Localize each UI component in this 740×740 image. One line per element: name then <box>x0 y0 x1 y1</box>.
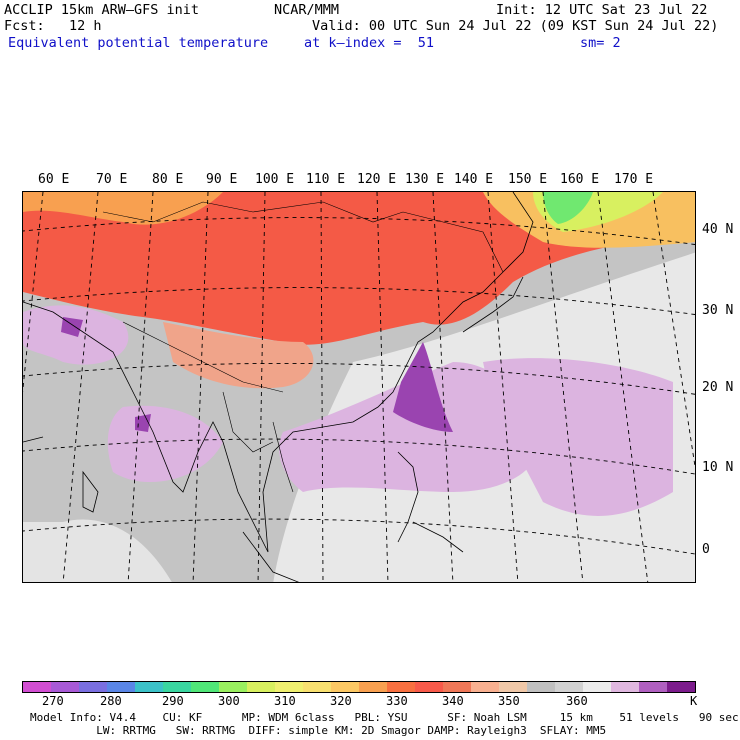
lavender-region-pacific <box>483 358 673 516</box>
lat-label: 40 N <box>702 222 734 237</box>
org-label: NCAR/MMM <box>274 2 340 18</box>
forecast-hour: Fcst: 12 h <box>4 18 102 34</box>
colorbar <box>22 681 696 693</box>
colorbar-swatch <box>583 682 611 692</box>
model-info: Model Info: V4.4 CU: KF MP: WDM 6class P… <box>30 711 739 724</box>
orange-north-west <box>23 192 223 225</box>
lat-label: 20 N <box>702 380 734 395</box>
colorbar-swatch <box>555 682 583 692</box>
smoothing: sm= 2 <box>580 35 621 51</box>
colorbar-swatch <box>303 682 331 692</box>
colorbar-label: 330 <box>386 694 408 708</box>
colorbar-label: 280 <box>100 694 122 708</box>
lon-label: 130 E <box>405 172 445 187</box>
map-panel <box>22 191 696 583</box>
model-level: at k–index = 51 <box>304 35 435 51</box>
lon-label: 120 E <box>357 172 397 187</box>
colorbar-label: 320 <box>330 694 352 708</box>
colorbar-label: 300 <box>218 694 240 708</box>
valid-time: Valid: 00 UTC Sun 24 Jul 22 (09 KST Sun … <box>312 18 719 34</box>
colorbar-swatch <box>331 682 359 692</box>
colorbar-label: K <box>690 694 698 708</box>
colorbar-swatch <box>107 682 135 692</box>
colorbar-swatch <box>79 682 107 692</box>
green-north <box>543 192 593 224</box>
purple-maximum <box>393 342 453 432</box>
lon-label: 70 E <box>96 172 128 187</box>
lon-label: 80 E <box>152 172 184 187</box>
colorbar-label: 270 <box>42 694 64 708</box>
colorbar-swatch <box>471 682 499 692</box>
colorbar-swatch <box>275 682 303 692</box>
model-title: ACCLIP 15km ARW–GFS init <box>4 2 200 18</box>
lon-label: 110 E <box>306 172 346 187</box>
colorbar-swatch <box>415 682 443 692</box>
colorbar-swatch <box>639 682 667 692</box>
lon-label: 100 E <box>255 172 295 187</box>
colorbar-swatch <box>359 682 387 692</box>
lavender-region-east <box>279 362 543 492</box>
colorbar-swatch <box>443 682 471 692</box>
lon-label: 60 E <box>38 172 70 187</box>
country-borders <box>102 201 504 493</box>
colorbar-swatch <box>191 682 219 692</box>
colorbar-swatch <box>667 682 695 692</box>
lon-label: 150 E <box>508 172 548 187</box>
coastlines <box>23 192 534 582</box>
lat-label: 10 N <box>702 460 734 475</box>
colorbar-swatch <box>387 682 415 692</box>
lat-label: 30 N <box>702 303 734 318</box>
indian-ocean-light <box>23 519 172 582</box>
lon-label: 170 E <box>614 172 654 187</box>
colorbar-swatch <box>135 682 163 692</box>
colorbar-swatch <box>23 682 51 692</box>
colorbar-swatch <box>219 682 247 692</box>
lon-label: 90 E <box>206 172 238 187</box>
colorbar-label: 340 <box>442 694 464 708</box>
purple-spot-west <box>61 317 83 337</box>
colorbar-swatch <box>527 682 555 692</box>
field-name: Equivalent potential temperature <box>8 35 269 51</box>
colorbar-swatch <box>499 682 527 692</box>
colorbar-swatch <box>247 682 275 692</box>
lon-label: 140 E <box>454 172 494 187</box>
colorbar-label: 350 <box>498 694 520 708</box>
init-time: Init: 12 UTC Sat 23 Jul 22 <box>496 2 708 18</box>
colorbar-label: 290 <box>162 694 184 708</box>
colorbar-label: 360 <box>566 694 588 708</box>
theta-e-map <box>23 192 695 582</box>
colorbar-label: 310 <box>274 694 296 708</box>
colorbar-swatch <box>163 682 191 692</box>
colorbar-swatch <box>51 682 79 692</box>
lat-label: 0 <box>702 542 710 557</box>
physics-info: LW: RRTMG SW: RRTMG DIFF: simple KM: 2D … <box>30 724 607 737</box>
graticule <box>23 192 695 582</box>
lon-label: 160 E <box>560 172 600 187</box>
salmon-tibet <box>163 322 314 389</box>
colorbar-swatch <box>611 682 639 692</box>
